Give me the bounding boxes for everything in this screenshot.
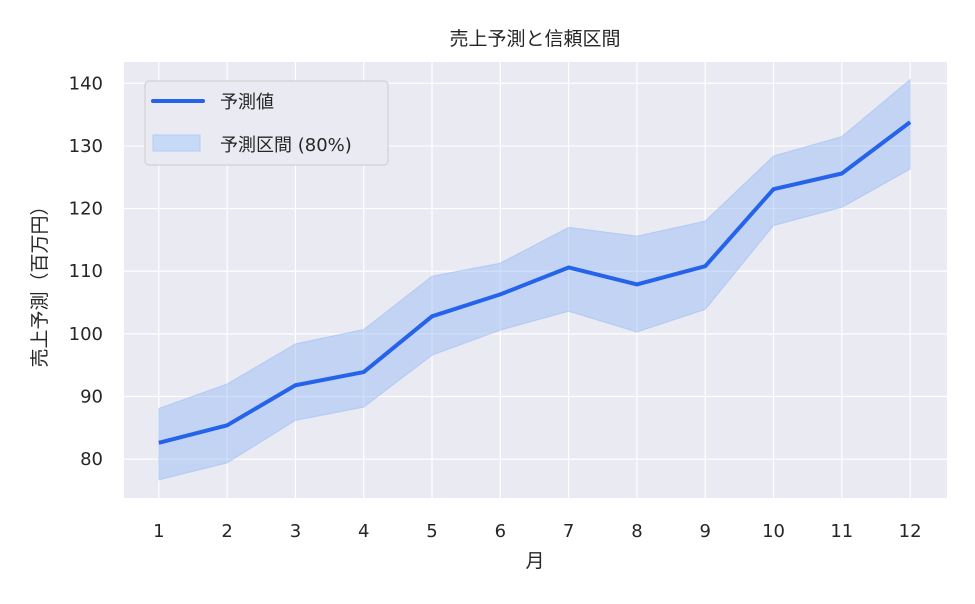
y-tick-label: 120 bbox=[69, 199, 103, 220]
y-tick-label: 130 bbox=[69, 136, 103, 157]
y-tick-label: 100 bbox=[69, 324, 103, 345]
y-axis-label: 売上予測（百万円） bbox=[29, 196, 51, 367]
x-tick-label: 3 bbox=[290, 521, 301, 542]
x-tick-label: 2 bbox=[221, 521, 232, 542]
legend-band-swatch bbox=[153, 135, 200, 151]
x-axis-label: 月 bbox=[525, 550, 544, 572]
y-ticks: 80 90 100 110 120 130 140 bbox=[69, 73, 103, 470]
x-tick-label: 1 bbox=[153, 521, 164, 542]
x-tick-label: 6 bbox=[495, 521, 506, 542]
y-tick-label: 80 bbox=[80, 449, 103, 470]
legend-label-forecast: 予測値 bbox=[220, 92, 274, 113]
y-tick-label: 110 bbox=[69, 261, 103, 282]
x-tick-label: 9 bbox=[699, 521, 710, 542]
y-tick-label: 140 bbox=[69, 73, 103, 94]
x-tick-label: 10 bbox=[762, 521, 785, 542]
x-tick-label: 8 bbox=[631, 521, 642, 542]
legend: 予測値 予測区間 (80%) bbox=[145, 81, 388, 165]
chart-title: 売上予測と信頼区間 bbox=[449, 28, 620, 50]
x-tick-label: 5 bbox=[426, 521, 437, 542]
x-tick-label: 12 bbox=[899, 521, 922, 542]
x-tick-label: 7 bbox=[563, 521, 574, 542]
legend-label-interval: 予測区間 (80%) bbox=[220, 135, 352, 156]
y-tick-label: 90 bbox=[80, 387, 103, 408]
x-tick-label: 11 bbox=[830, 521, 853, 542]
x-tick-label: 4 bbox=[358, 521, 369, 542]
